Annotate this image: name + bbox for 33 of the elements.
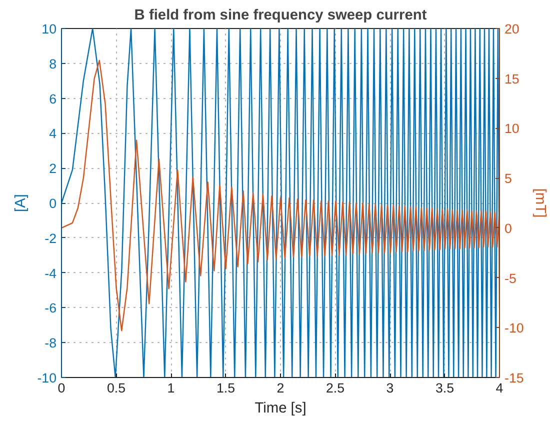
line-series xyxy=(62,28,500,378)
x-tick-label: 3 xyxy=(386,380,394,396)
y-tick-label: -10 xyxy=(37,370,56,386)
y-tick-label: -8 xyxy=(44,336,57,351)
y2-tick-label: -15 xyxy=(504,370,524,386)
y-tick-label: 10 xyxy=(42,22,57,36)
y2-tick-label: 0 xyxy=(504,220,512,236)
x-tick-label: 2.5 xyxy=(326,380,345,396)
y-axis-title: [A] xyxy=(13,194,30,212)
y2-tick-label: 10 xyxy=(504,121,520,136)
y2-tick-label: 5 xyxy=(504,171,512,186)
x-tick-label: 4 xyxy=(496,380,504,396)
y2-tick-label: -5 xyxy=(504,270,516,286)
y-tick-label: 8 xyxy=(49,56,57,72)
y-tick-label: -6 xyxy=(44,300,57,316)
x-tick-label: 1 xyxy=(167,380,175,396)
y2-tick-label: 15 xyxy=(504,71,520,86)
x-tick-label: 2 xyxy=(276,380,284,396)
x-tick-label: 0.5 xyxy=(106,380,126,396)
y2-axis-title: [mT] xyxy=(532,188,548,218)
y2-tick-label: -10 xyxy=(504,320,524,336)
y-tick-label: -4 xyxy=(44,266,58,281)
y-tick-label: 6 xyxy=(49,91,57,106)
y-tick-label: 4 xyxy=(49,126,58,142)
x-tick-label: 3.5 xyxy=(435,380,454,396)
y-tick-label: -2 xyxy=(44,230,57,246)
chart-title: B field from sine frequency sweep current xyxy=(134,8,427,24)
x-tick-label: 1.5 xyxy=(216,380,236,396)
y-tick-label: 0 xyxy=(49,196,57,211)
y-tick-label: 2 xyxy=(49,161,57,176)
line-series xyxy=(62,60,500,332)
y2-tick-label: 20 xyxy=(504,22,520,36)
x-axis-title: Time [s] xyxy=(254,400,306,416)
